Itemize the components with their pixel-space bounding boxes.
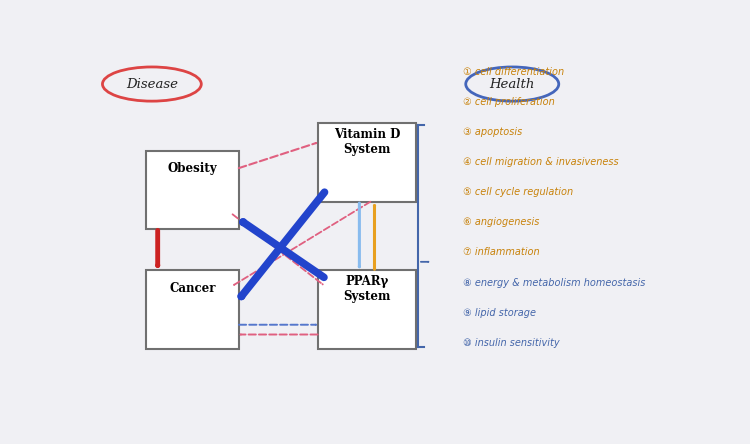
Text: Health: Health: [490, 78, 535, 91]
Text: ① cell differentiation: ① cell differentiation: [463, 67, 564, 77]
Text: PPARγ
System: PPARγ System: [344, 275, 391, 303]
Text: ④ cell migration & invasiveness: ④ cell migration & invasiveness: [463, 157, 619, 167]
Text: Obesity: Obesity: [168, 163, 217, 175]
Text: Vitamin D
System: Vitamin D System: [334, 127, 400, 155]
Text: ⑤ cell cycle regulation: ⑤ cell cycle regulation: [463, 187, 573, 197]
FancyBboxPatch shape: [146, 270, 239, 349]
FancyBboxPatch shape: [317, 270, 416, 349]
Ellipse shape: [103, 67, 201, 101]
Text: Cancer: Cancer: [170, 282, 216, 295]
Text: ⑨ lipid storage: ⑨ lipid storage: [463, 308, 536, 317]
Ellipse shape: [466, 67, 559, 101]
Text: ③ apoptosis: ③ apoptosis: [463, 127, 522, 137]
FancyBboxPatch shape: [317, 123, 416, 202]
Text: ② cell proliferation: ② cell proliferation: [463, 97, 554, 107]
Text: ⑦ inflammation: ⑦ inflammation: [463, 247, 539, 258]
Text: ⑧ energy & metabolism homeostasis: ⑧ energy & metabolism homeostasis: [463, 278, 645, 288]
Text: ⑥ angiogenesis: ⑥ angiogenesis: [463, 218, 539, 227]
Text: ⑩ insulin sensitivity: ⑩ insulin sensitivity: [463, 338, 560, 348]
Text: Disease: Disease: [126, 78, 178, 91]
FancyBboxPatch shape: [146, 151, 239, 230]
